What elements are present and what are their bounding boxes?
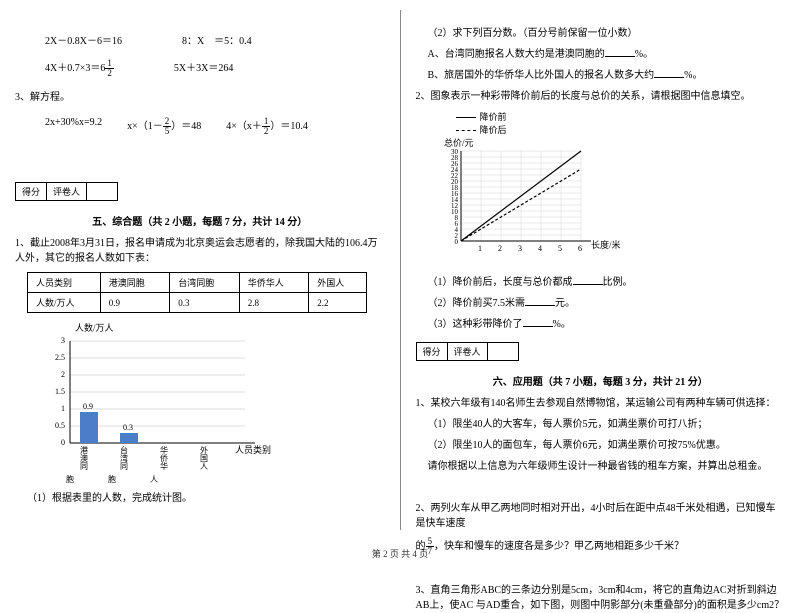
question-2-2: （2）降价前买7.5米需元。 [428, 296, 786, 311]
score-blank [87, 183, 117, 200]
svg-text:同: 同 [80, 462, 88, 471]
table-row: 人员类别 港澳同胞 台湾同胞 华侨华人 外国人 [28, 273, 367, 293]
bar-chart: 人数/万人 3 2.5 2 1.5 1 0.5 0 0.9 [45, 321, 385, 485]
svg-text:0: 0 [61, 438, 65, 447]
table-cell: 2.8 [239, 293, 309, 313]
x-axis-labels: 港澳同 台湾同 华侨华 外国人 [80, 445, 208, 471]
y-axis-label: 人数/万人 [75, 322, 114, 333]
left-column: 2X－0.8X－6＝16 8：X ＝5：0.4 4X＋0.7×3＝612 5X＋… [0, 0, 400, 540]
score-label: 得分 [417, 343, 448, 360]
chart-legend: 降价前 降价后 [456, 110, 786, 136]
y-axis: 3 2.5 2 1.5 1 0.5 0 [55, 336, 65, 447]
svg-text:4: 4 [538, 244, 542, 253]
equation-row-2: 4X＋0.7×3＝612 5X＋3X＝264 [45, 59, 385, 78]
question-1-sub2: （2）求下列百分数。（百分号前保留一位小数） [428, 26, 786, 41]
blank [654, 68, 684, 78]
equation: x×（1－25）＝48 [127, 117, 201, 136]
line-chart: 总价/元 302826 242220 181614 12108 642 0 [436, 136, 786, 269]
right-column: （2）求下列百分数。（百分号前保留一位小数） A、台湾同胞报名人数大约是港澳同胞… [401, 0, 800, 540]
legend-line-dash [456, 130, 476, 131]
table-header: 外国人 [309, 273, 367, 293]
fraction: 12 [105, 59, 114, 78]
blank [525, 296, 555, 306]
question-1-sub1: （1）根据表里的人数，完成统计图。 [27, 491, 385, 506]
y-ticks: 302826 242220 181614 12108 642 0 [451, 148, 459, 246]
x-axis-label: 长度/米 [591, 239, 621, 250]
equation-row-3: 2x+30%x=9.2 x×（1－25）＝48 4×（x＋12）＝10.4 [45, 117, 385, 136]
score-blank [488, 343, 518, 360]
question-6-1c: 请你根据以上信息为六年级师生设计一种最省钱的租车方案，并算出总租金。 [428, 459, 786, 474]
table-cell: 人数/万人 [28, 293, 101, 313]
table-cell: 2.2 [309, 293, 367, 313]
table-header: 人员类别 [28, 273, 101, 293]
question-6-1a: （1）限坐40人的大客车，每人票价5元，如满坐票价可打八折； [428, 417, 786, 432]
svg-text:2: 2 [498, 244, 502, 253]
svg-text:3: 3 [61, 336, 65, 345]
svg-text:1: 1 [61, 404, 65, 413]
line-chart-svg: 总价/元 302826 242220 181614 12108 642 0 [436, 136, 636, 266]
question-1: 1、截止2008年3月31日，报名申请成为北京奥运会志愿者的，除我国大陆的106… [15, 236, 385, 266]
equation: 8：X ＝5：0.4 [182, 32, 252, 47]
equation: 5X＋3X＝264 [174, 59, 233, 78]
svg-text:人: 人 [200, 462, 208, 471]
score-label: 得分 [16, 183, 47, 200]
svg-text:5: 5 [558, 244, 562, 253]
svg-text:1.5: 1.5 [55, 387, 65, 396]
table-header: 港澳同胞 [100, 273, 170, 293]
svg-text:0: 0 [454, 238, 458, 246]
question-2-1: （1）降价前后，长度与总价都成比例。 [428, 275, 786, 290]
svg-text:2.5: 2.5 [55, 353, 65, 362]
page-footer: 第 2 页 共 4 页 [0, 547, 800, 560]
y-axis-label: 总价/元 [444, 137, 474, 148]
bar-label: 0.3 [123, 423, 133, 432]
table-cell: 0.9 [100, 293, 170, 313]
table-header: 华侨华人 [239, 273, 309, 293]
equation-row-1: 2X－0.8X－6＝16 8：X ＝5：0.4 [45, 32, 385, 47]
table-header: 台湾同胞 [170, 273, 240, 293]
question-2-3: （3）这种彩带降价了%。 [428, 317, 786, 332]
question-6-1: 1、某校六年级有140名师生去参观自然博物馆，某运输公司有两种车辆可供选择： [416, 396, 786, 411]
question-6-1b: （2）限坐10人的面包车，每人票价6元，如满坐票价可按75%优惠。 [428, 438, 786, 453]
question-1-2a: A、台湾同胞报名人数大约是港澳同胞的%。 [428, 47, 786, 62]
data-table: 人员类别 港澳同胞 台湾同胞 华侨华人 外国人 人数/万人 0.9 0.3 2.… [27, 272, 367, 313]
fraction: 25 [163, 117, 172, 136]
blank [523, 317, 553, 327]
grader-label: 评卷人 [47, 183, 87, 200]
svg-text:1: 1 [478, 244, 482, 253]
svg-text:2: 2 [61, 370, 65, 379]
bar [120, 433, 138, 443]
bar-chart-svg: 人数/万人 3 2.5 2 1.5 1 0.5 0 0.9 [45, 321, 305, 471]
question-1-2b: B、旅居国外的华侨华人比外国人的报名人数多大约%。 [428, 68, 786, 83]
legend-line-solid [456, 117, 476, 118]
equation: 4X＋0.7×3＝612 [45, 59, 114, 78]
section-5-title: 五、综合题（共 2 小题，每题 7 分，共计 14 分） [15, 213, 385, 228]
item-3: 3、解方程。 [15, 90, 385, 105]
x-ticks: 1 2 3 4 5 6 [478, 244, 582, 253]
svg-text:0.5: 0.5 [55, 421, 65, 430]
equation: 4×（x＋12）＝10.4 [226, 117, 308, 136]
svg-text:3: 3 [518, 244, 522, 253]
score-box: 得分 评卷人 [15, 182, 118, 201]
svg-text:6: 6 [578, 244, 582, 253]
blank [573, 275, 603, 285]
question-6-3: 3、直角三角形ABC的三条边分别是5cm，3cm和4cm，将它的直角边AC对折到… [416, 583, 786, 613]
svg-text:华: 华 [160, 461, 168, 471]
equation: 2x+30%x=9.2 [45, 117, 102, 136]
table-cell: 0.3 [170, 293, 240, 313]
bar-label: 0.9 [83, 402, 93, 411]
grader-label: 评卷人 [448, 343, 488, 360]
bar [80, 412, 98, 443]
question-6-2: 2、两列火车从甲乙两地同时相对开出，4小时后在距中点48千米处相遇，已知慢车是快… [416, 501, 786, 531]
question-2: 2、图象表示一种彩带降价前后的长度与总价的关系，请根据图中信息填空。 [416, 89, 786, 104]
score-box: 得分 评卷人 [416, 342, 519, 361]
x-axis-label: 人员类别 [235, 444, 271, 455]
section-6-title: 六、应用题（共 7 小题，每题 3 分，共计 21 分） [416, 373, 786, 388]
svg-text:同: 同 [120, 462, 128, 471]
equation: 2X－0.8X－6＝16 [45, 32, 122, 47]
blank [605, 47, 635, 57]
table-row: 人数/万人 0.9 0.3 2.8 2.2 [28, 293, 367, 313]
